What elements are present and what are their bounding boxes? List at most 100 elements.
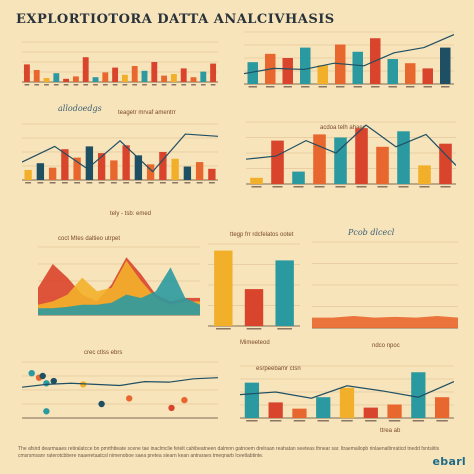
chart9-bottom-caption: ttrea ab xyxy=(380,428,401,434)
brand-logo: ebarl xyxy=(432,455,466,468)
bar xyxy=(405,63,416,84)
tick-label xyxy=(251,186,262,188)
bar xyxy=(112,67,119,82)
bar xyxy=(355,128,368,184)
trend-line xyxy=(246,124,456,166)
tick-label xyxy=(147,182,154,184)
bar xyxy=(418,165,431,184)
bar xyxy=(134,155,143,180)
bar xyxy=(190,77,197,82)
tick-label xyxy=(34,84,40,86)
bar xyxy=(200,71,207,82)
trend-line xyxy=(22,133,218,173)
bar xyxy=(210,63,217,82)
tick-label xyxy=(135,182,142,184)
tick-label xyxy=(406,86,415,88)
bar xyxy=(36,163,45,180)
tick-label xyxy=(293,186,304,188)
bar xyxy=(53,73,60,82)
bar xyxy=(334,137,347,184)
tick-label xyxy=(171,84,177,86)
tick-label xyxy=(142,84,147,86)
bar xyxy=(317,65,328,84)
tick-label xyxy=(83,84,89,86)
tick-label xyxy=(266,86,275,88)
tick-label xyxy=(112,84,118,86)
bar xyxy=(244,382,260,418)
tick-label xyxy=(365,420,377,422)
bar xyxy=(352,51,363,84)
scatter-point xyxy=(28,370,35,377)
chart7-bottom-caption: ndco npoc xyxy=(372,343,400,349)
bar xyxy=(121,74,128,82)
tick-label xyxy=(388,86,397,88)
chart-top-left xyxy=(22,41,218,86)
scatter-point xyxy=(181,396,188,404)
scatter-point xyxy=(50,377,57,385)
tick-label xyxy=(184,182,191,184)
tick-label xyxy=(301,86,310,88)
tick-label xyxy=(317,420,329,422)
tick-label xyxy=(419,186,430,188)
bar xyxy=(82,57,89,82)
tick-label xyxy=(272,186,283,188)
bar xyxy=(85,146,94,180)
tick-label xyxy=(161,84,167,86)
tick-label xyxy=(196,182,203,184)
tick-label xyxy=(24,84,30,86)
bar xyxy=(247,62,258,84)
bar xyxy=(244,289,264,326)
chart4-top-caption: acdoa telh ahaec xyxy=(320,125,366,131)
tick-label xyxy=(215,328,231,330)
bar xyxy=(275,260,294,326)
bar xyxy=(183,166,192,180)
chart7-title: Pcob dlcecl xyxy=(348,228,395,237)
tick-label xyxy=(49,182,56,184)
bar xyxy=(170,74,177,82)
tick-label xyxy=(208,182,215,184)
scatter-point xyxy=(126,395,133,402)
tick-label xyxy=(151,84,157,86)
bar xyxy=(24,169,32,180)
tick-label xyxy=(210,84,216,86)
bar xyxy=(214,250,233,326)
tick-label xyxy=(37,182,44,184)
tick-label xyxy=(440,186,451,188)
bar xyxy=(292,408,307,418)
bar xyxy=(250,177,263,184)
tick-label xyxy=(44,84,49,86)
tick-label xyxy=(314,186,325,188)
tick-label xyxy=(398,186,409,188)
bar xyxy=(387,59,398,84)
tick-label xyxy=(336,86,345,88)
tick-label xyxy=(388,420,401,422)
tick-label xyxy=(86,182,93,184)
tick-label xyxy=(423,86,432,88)
tick-label xyxy=(412,420,425,422)
tick-label xyxy=(335,186,346,188)
tick-label xyxy=(283,86,292,88)
tick-label xyxy=(74,182,81,184)
chart6-top-caption: ttegp frr rdcfelatos ootet xyxy=(230,232,294,238)
bar xyxy=(195,162,204,180)
chart9-top-caption: esrpeebamr ctsn xyxy=(256,366,301,372)
bar xyxy=(151,62,158,82)
bar xyxy=(43,78,50,82)
bar xyxy=(48,167,57,180)
bar xyxy=(131,66,138,82)
tick-label xyxy=(318,86,327,88)
area-series xyxy=(38,267,200,315)
bar xyxy=(387,404,402,418)
tick-label xyxy=(246,328,262,330)
chart-bottom-right xyxy=(240,365,454,422)
bar xyxy=(439,143,452,184)
tick-label xyxy=(25,182,32,184)
tick-label xyxy=(371,86,380,88)
tick-label xyxy=(191,84,196,86)
bar xyxy=(434,397,450,418)
page-title: EXPLORTIOTORA DATTA ANALCIVHASIS xyxy=(16,12,335,27)
bar xyxy=(282,58,293,84)
bar xyxy=(271,140,284,184)
trend-line xyxy=(244,34,454,75)
